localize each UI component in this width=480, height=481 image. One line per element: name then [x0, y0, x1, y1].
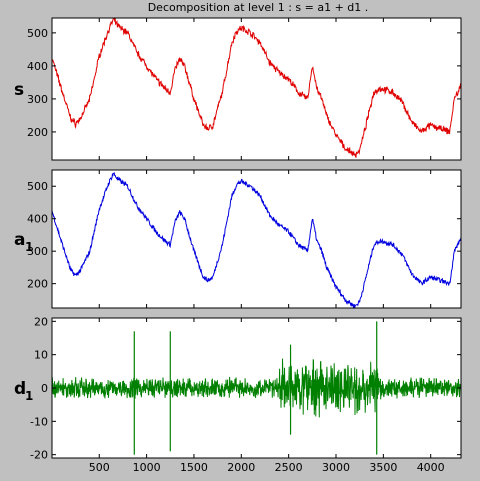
y-tick-label: 20 — [34, 315, 48, 328]
x-axis-ticks — [98, 170, 432, 308]
series-line — [51, 358, 462, 418]
x-tick-label: 2500 — [275, 461, 303, 474]
x-tick-label: 2000 — [227, 461, 255, 474]
series-line — [51, 172, 462, 310]
y-axis-label: s — [14, 80, 24, 100]
y-tick-label: 400 — [27, 213, 48, 226]
axes-frame — [51, 317, 462, 459]
y-axis-label: a — [14, 230, 25, 250]
x-tick-label: 1500 — [180, 461, 208, 474]
panel-d1: -20 -10 0 10 20 500 1000 1500 2000 2500 3000 3500 4… — [14, 315, 462, 474]
y-tick-label: -10 — [30, 415, 48, 428]
x-tick-label: 500 — [89, 461, 110, 474]
axes-background — [52, 170, 461, 308]
spikes — [133, 321, 378, 455]
x-axis-ticks: 500 1000 1500 2000 2500 3000 3500 4000 — [89, 318, 445, 474]
y-axis-label: d — [14, 379, 26, 399]
x-axis-ticks — [98, 18, 432, 160]
y-tick-label: 0 — [41, 382, 48, 395]
x-tick-label: 3000 — [322, 461, 350, 474]
y-axis-label-subscript: 1 — [25, 240, 33, 254]
y-tick-label: 300 — [27, 245, 48, 258]
axes-frame — [51, 169, 462, 309]
y-axis-ticks: -20 -10 0 10 20 — [30, 315, 461, 462]
y-tick-label: 500 — [27, 180, 48, 193]
x-tick-label: 4000 — [417, 461, 445, 474]
y-tick-label: 200 — [27, 278, 48, 291]
figure-title: Decomposition at level 1 : s = a1 + d1 . — [148, 1, 369, 14]
y-tick-label: 10 — [34, 349, 48, 362]
x-tick-label: 3500 — [369, 461, 397, 474]
y-tick-label: 500 — [27, 27, 48, 40]
y-axis-ticks: 200 300 400 500 — [27, 180, 461, 291]
axes-frame — [51, 17, 462, 161]
y-tick-label: -20 — [30, 449, 48, 462]
y-tick-label: 200 — [27, 126, 48, 139]
panel-a1: 200 300 400 500 a 1 — [14, 169, 462, 310]
y-tick-label: 300 — [27, 93, 48, 106]
y-tick-label: 400 — [27, 60, 48, 73]
x-tick-label: 1000 — [133, 461, 161, 474]
y-axis-label-subscript: 1 — [25, 389, 33, 403]
panel-s: 200 300 400 500 s — [14, 17, 462, 161]
y-axis-ticks: 200 300 400 500 — [27, 27, 461, 139]
series-line — [51, 17, 462, 159]
